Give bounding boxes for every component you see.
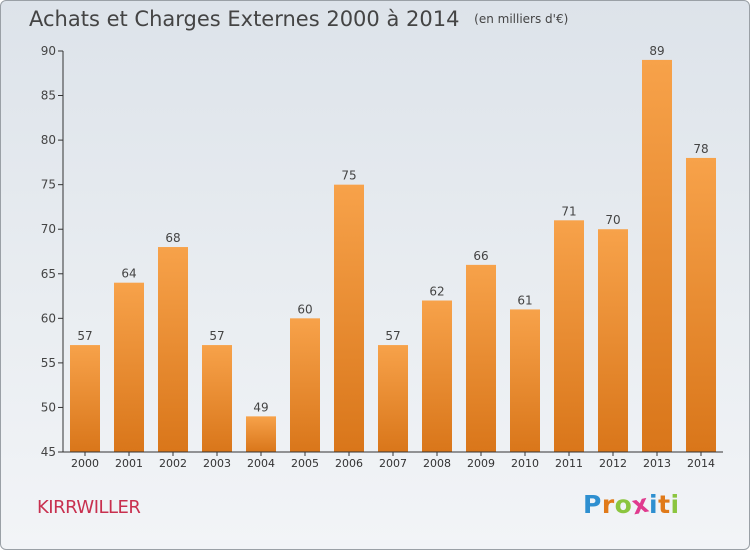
data-label-2005: 60 [297, 302, 312, 316]
chart-title: Achats et Charges Externes 2000 à 2014 (… [29, 7, 568, 31]
x-tick-label-2007: 2007 [379, 457, 407, 470]
bar-2010 [510, 309, 540, 452]
bar-2013 [642, 59, 672, 453]
logo-letter: o [614, 490, 633, 519]
bar-2003 [202, 345, 232, 452]
data-label-2000: 57 [77, 329, 92, 343]
proxiti-logo: Proxiti [583, 489, 680, 521]
bar-2012 [598, 229, 628, 452]
x-tick-label-2006: 2006 [335, 457, 363, 470]
data-label-2010: 61 [517, 293, 532, 307]
data-label-2003: 57 [209, 329, 224, 343]
chart-subtitle: (en milliers d'€) [474, 12, 569, 26]
data-label-2012: 70 [605, 213, 620, 227]
logo-letter: i [649, 490, 659, 519]
bar-2001 [114, 282, 144, 452]
bar-2005 [290, 318, 320, 452]
y-tick-label-50: 50 [41, 400, 56, 414]
bar-2006 [334, 184, 364, 452]
data-label-2014: 78 [693, 142, 708, 156]
commune-name: KIRRWILLER [37, 497, 141, 518]
y-tick-label-85: 85 [41, 89, 56, 103]
data-label-2013: 89 [649, 44, 664, 58]
logo-letter: t [658, 490, 671, 519]
x-tick-label-2013: 2013 [643, 457, 671, 470]
data-label-2008: 62 [429, 285, 444, 299]
data-label-2009: 66 [473, 249, 488, 263]
y-tick-label-70: 70 [41, 222, 56, 236]
data-label-2007: 57 [385, 329, 400, 343]
logo-letter: P [583, 490, 602, 519]
bar-2008 [422, 300, 452, 452]
x-tick-label-2008: 2008 [423, 457, 451, 470]
data-label-2011: 71 [561, 204, 576, 218]
x-tick-label-2011: 2011 [555, 457, 583, 470]
x-tick-label-2009: 2009 [467, 457, 495, 470]
x-tick-label-2010: 2010 [511, 457, 539, 470]
bar-2002 [158, 247, 188, 452]
x-tick-label-2002: 2002 [159, 457, 187, 470]
logo-letter: r [601, 490, 615, 519]
bar-2007 [378, 345, 408, 452]
data-label-2001: 64 [121, 267, 136, 281]
x-tick-label-2005: 2005 [291, 457, 319, 470]
x-tick-label-2001: 2001 [115, 457, 143, 470]
y-tick-label-75: 75 [41, 178, 56, 192]
x-tick-label-2012: 2012 [599, 457, 627, 470]
y-tick-label-45: 45 [41, 445, 56, 459]
data-label-2004: 49 [253, 400, 268, 414]
bar-2009 [466, 264, 496, 452]
y-tick-label-60: 60 [41, 311, 56, 325]
y-tick-label-90: 90 [41, 44, 56, 58]
data-label-2006: 75 [341, 169, 356, 183]
bar-2004 [246, 416, 276, 452]
bar-2011 [554, 220, 584, 452]
chart-title-text: Achats et Charges Externes 2000 à 2014 [29, 7, 460, 31]
x-tick-label-2003: 2003 [203, 457, 231, 470]
y-tick-label-55: 55 [41, 356, 56, 370]
logo-letter: i [670, 490, 680, 519]
bar-2000 [70, 345, 100, 452]
x-tick-label-2004: 2004 [247, 457, 275, 470]
bar-2014 [686, 157, 716, 452]
x-tick-label-2000: 2000 [71, 457, 99, 470]
y-tick-label-80: 80 [41, 133, 56, 147]
x-tick-label-2014: 2014 [687, 457, 715, 470]
data-label-2002: 68 [165, 231, 180, 245]
y-tick-label-65: 65 [41, 267, 56, 281]
